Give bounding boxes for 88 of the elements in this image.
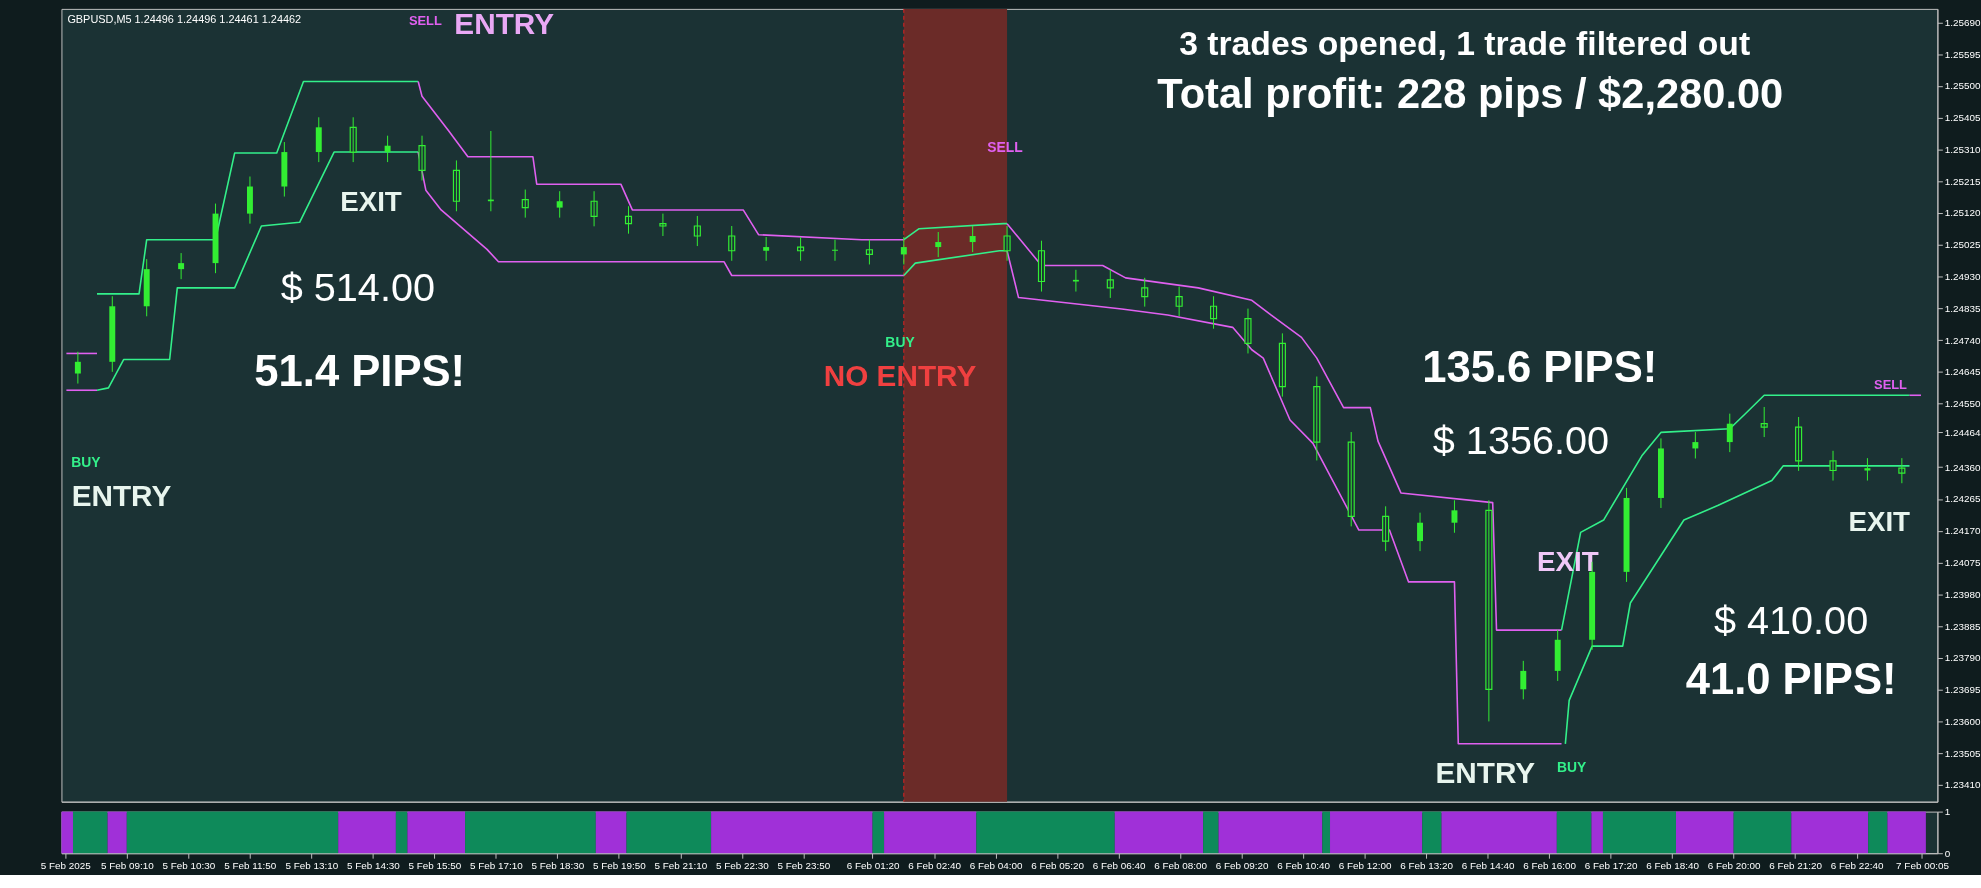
x-tick-label: 6 Feb 10:40 — [1277, 859, 1331, 871]
x-tick-label: 6 Feb 21:20 — [1769, 859, 1823, 871]
candlestick — [693, 215, 701, 247]
annotation: 135.6 PIPS! — [1422, 343, 1658, 392]
x-tick-label: 6 Feb 17:20 — [1584, 859, 1639, 871]
x-tick-label: 6 Feb 16:00 — [1523, 859, 1577, 871]
candlestick — [763, 236, 770, 262]
x-tick-label: 6 Feb 06:40 — [1092, 859, 1146, 871]
chart-title: GBPUSD,M5 1.24496 1.24496 1.24461 1.24462 — [67, 12, 302, 25]
candlestick — [1760, 406, 1768, 438]
annotation: 41.0 PIPS! — [1685, 655, 1897, 704]
annotation: BUY — [885, 333, 916, 350]
y-tick-label: 1 — [1944, 806, 1951, 818]
candlestick — [659, 213, 667, 237]
y-tick-label: 0 — [1944, 847, 1951, 859]
y-tick-label: 1.24265 — [1944, 493, 1981, 505]
x-tick-label: 5 Feb 2025 — [40, 859, 92, 871]
annotation: $ 1356.00 — [1432, 418, 1610, 463]
x-tick-label: 6 Feb 04:00 — [969, 859, 1023, 871]
annotation: BUY — [71, 454, 102, 471]
x-tick-label: 5 Feb 23:50 — [777, 859, 831, 871]
y-tick-label: 1.25405 — [1944, 112, 1981, 124]
annotation: ENTRY — [71, 479, 172, 513]
annotation: SELL — [1874, 377, 1908, 393]
x-tick-label: 6 Feb 12:00 — [1338, 859, 1392, 871]
x-tick-label: 6 Feb 14:40 — [1461, 859, 1516, 871]
y-tick-label: 1.25690 — [1944, 16, 1981, 28]
candlestick — [797, 236, 805, 262]
y-tick-label: 1.23695 — [1944, 684, 1981, 696]
y-tick-label: 1.23885 — [1944, 620, 1981, 632]
line-series — [417, 80, 905, 241]
candlestick — [865, 239, 873, 265]
y-tick-label: 1.25025 — [1944, 239, 1981, 251]
annotation: EXIT — [1848, 506, 1911, 538]
x-tick-label: 5 Feb 21:10 — [654, 859, 708, 871]
annotation: $ 410.00 — [1713, 597, 1869, 642]
x-tick-label: 6 Feb 22:40 — [1830, 859, 1885, 871]
annotation: $ 514.00 — [280, 265, 435, 310]
candlestick — [1106, 269, 1114, 299]
annotation: SELL — [408, 12, 442, 28]
x-tick-label: 5 Feb 17:10 — [469, 859, 524, 871]
y-tick-label: 1.25120 — [1944, 207, 1981, 219]
x-tick-label: 5 Feb 10:30 — [162, 859, 216, 871]
x-tick-label: 5 Feb 09:10 — [100, 859, 155, 871]
x-tick-label: 6 Feb 02:40 — [908, 859, 962, 871]
candlestick — [1864, 457, 1871, 482]
x-tick-label: 6 Feb 13:20 — [1400, 859, 1454, 871]
y-tick-label: 1.25595 — [1944, 48, 1981, 60]
y-tick-label: 1.23600 — [1944, 715, 1981, 727]
annotation: ENTRY — [1435, 755, 1536, 789]
y-tick-label: 1.24075 — [1944, 556, 1981, 568]
x-tick-label: 6 Feb 18:40 — [1646, 859, 1700, 871]
y-tick-label: 1.24550 — [1944, 398, 1981, 410]
x-tick-label: 6 Feb 08:00 — [1154, 859, 1208, 871]
y-tick-label: 1.24835 — [1944, 302, 1981, 314]
y-tick-label: 1.23790 — [1944, 652, 1981, 664]
x-tick-label: 7 Feb 00:05 — [1896, 859, 1950, 871]
annotation: Total profit: 228 pips / $2,280.00 — [1157, 70, 1784, 118]
y-tick-label: 1.24360 — [1944, 461, 1981, 473]
y-tick-label: 1.24170 — [1944, 525, 1981, 537]
y-tick-label: 1.24740 — [1944, 334, 1981, 346]
y-tick-label: 1.25310 — [1944, 143, 1981, 155]
y-tick-label: 1.23410 — [1944, 779, 1981, 791]
y-tick-label: 1.25500 — [1944, 80, 1981, 92]
x-tick-label: 6 Feb 01:20 — [846, 859, 900, 871]
annotation: 51.4 PIPS! — [254, 347, 466, 396]
x-tick-label: 5 Feb 18:30 — [531, 859, 585, 871]
y-tick-label: 1.25215 — [1944, 175, 1981, 187]
x-tick-label: 6 Feb 20:00 — [1707, 859, 1762, 871]
annotation: BUY — [1556, 759, 1587, 776]
y-tick-label: 1.24645 — [1944, 366, 1981, 378]
x-tick-label: 5 Feb 11:50 — [224, 859, 277, 871]
x-tick-label: 6 Feb 09:20 — [1215, 859, 1269, 871]
x-tick-label: 5 Feb 22:30 — [715, 859, 770, 871]
x-tick-label: 6 Feb 05:20 — [1031, 859, 1085, 871]
x-tick-label: 5 Feb 15:50 — [408, 859, 462, 871]
y-tick-label: 1.24464 — [1944, 426, 1981, 438]
y-tick-label: 1.23505 — [1944, 747, 1981, 759]
candlestick — [556, 190, 563, 219]
annotation: SELL — [987, 139, 1024, 156]
y-tick-label: 1.24930 — [1944, 270, 1981, 282]
x-tick-label: 5 Feb 14:30 — [346, 859, 401, 871]
annotation: ENTRY — [454, 6, 555, 40]
y-tick-label: 1.23980 — [1944, 588, 1981, 600]
x-tick-label: 5 Feb 13:10 — [285, 859, 339, 871]
x-tick-label: 5 Feb 19:50 — [592, 859, 647, 871]
annotation: EXIT — [340, 186, 402, 218]
annotation: 3 trades opened, 1 trade filtered out — [1179, 25, 1751, 63]
